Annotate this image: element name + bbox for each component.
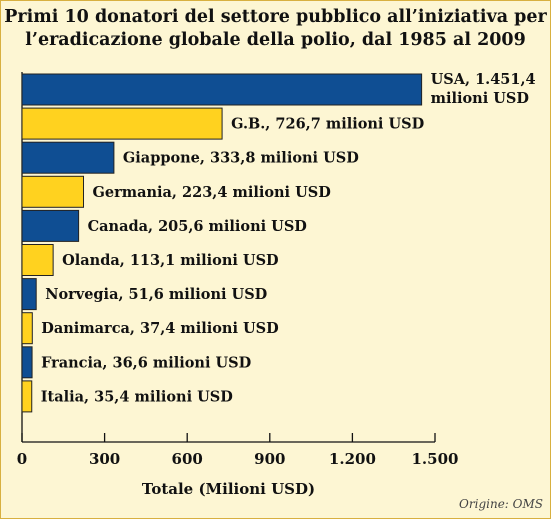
x-tick-label: 300 xyxy=(89,450,120,468)
data-label-giappone: Giappone, 333,8 milioni USD xyxy=(123,150,359,167)
x-axis-title: Totale (Milioni USD) xyxy=(142,480,315,498)
chart-title-line-1: Primi 10 donatori del settore pubblico a… xyxy=(4,7,547,27)
data-label-g-b: G.B., 726,7 milioni USD xyxy=(231,116,424,133)
source-note: Origine: OMS xyxy=(459,497,543,511)
data-label-danimarca: Danimarca, 37,4 milioni USD xyxy=(41,320,278,337)
chart-title-line-2: l’eradicazione globale della polio, dal … xyxy=(25,30,526,50)
x-tick-label: 0 xyxy=(17,450,27,468)
bar-g-b xyxy=(21,107,223,140)
chart-title: Primi 10 donatori del settore pubblico a… xyxy=(0,6,551,52)
data-label-norvegia: Norvegia, 51,6 milioni USD xyxy=(45,286,267,303)
data-label-canada: Canada, 205,6 milioni USD xyxy=(88,218,307,235)
data-label-germania: Germania, 223,4 milioni USD xyxy=(93,184,331,201)
x-tick-label: 1.200 xyxy=(329,450,376,468)
bar-germania xyxy=(21,175,85,208)
data-label-italia: Italia, 35,4 milioni USD xyxy=(41,388,233,405)
bar-giappone xyxy=(21,141,115,174)
bar-usa xyxy=(21,73,423,106)
x-tick-label: 900 xyxy=(254,450,285,468)
bar-norvegia xyxy=(21,278,37,311)
x-tick-label: 1.500 xyxy=(412,450,459,468)
bar-olanda xyxy=(21,244,54,276)
x-tick-label: 600 xyxy=(172,450,203,468)
data-label-francia: Francia, 36,6 milioni USD xyxy=(41,354,251,371)
bar-canada xyxy=(21,209,80,242)
bar-danimarca xyxy=(21,312,33,345)
data-label-olanda: Olanda, 113,1 milioni USD xyxy=(62,252,279,269)
data-label-usa: USA, 1.451,4 milioni USD xyxy=(431,71,536,107)
bar-francia xyxy=(21,346,33,379)
bar-italia xyxy=(21,380,33,413)
